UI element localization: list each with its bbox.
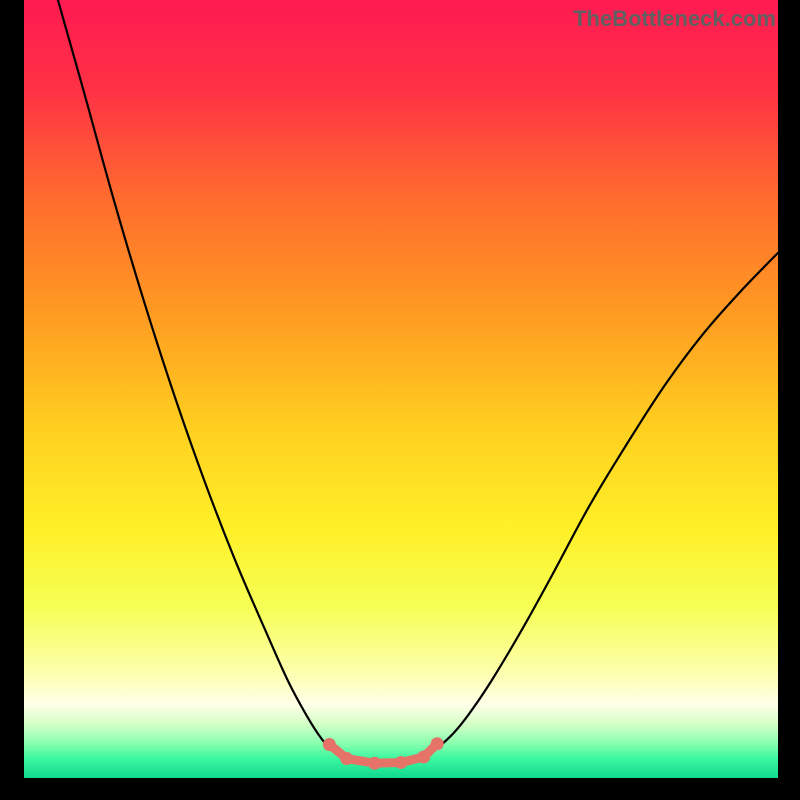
chart-overlay [24,0,778,778]
marker-dot [368,757,381,770]
bottleneck-curve [58,0,778,763]
marker-dot [323,738,336,751]
marker-dot [431,737,444,750]
watermark-text: TheBottleneck.com [573,6,776,32]
marker-dot [395,756,408,769]
chart-frame: TheBottleneck.com [0,0,800,800]
plot-area [24,0,778,778]
marker-dot [417,750,430,763]
marker-dot [340,752,353,765]
